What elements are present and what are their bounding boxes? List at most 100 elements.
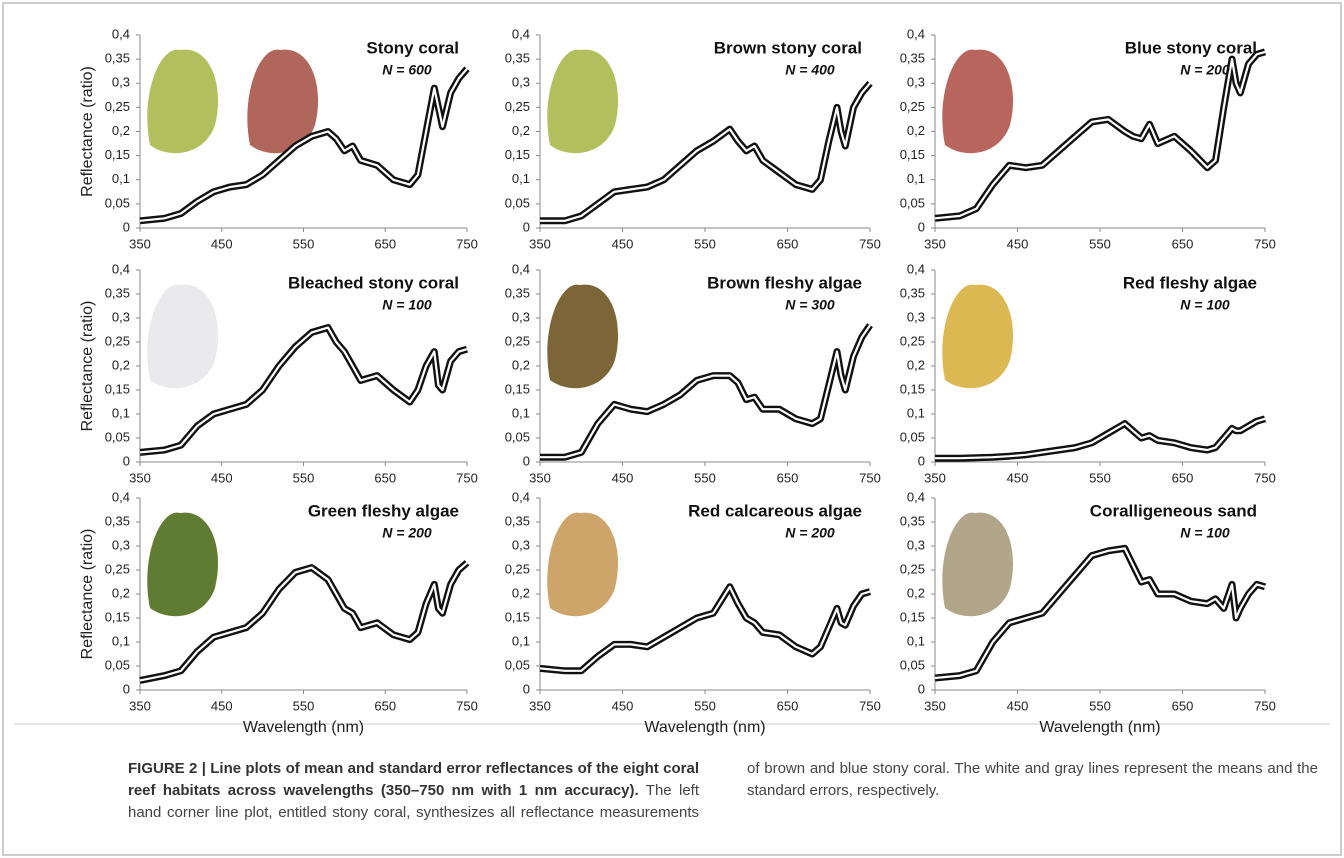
chart-subtitle: N = 100 bbox=[382, 297, 432, 313]
y-tick-label: 0,3 bbox=[512, 309, 530, 324]
y-tick-label: 0,4 bbox=[907, 26, 925, 41]
x-tick-label: 350 bbox=[924, 470, 946, 485]
y-tick-label: 0,05 bbox=[105, 429, 130, 444]
y-tick-label: 0,05 bbox=[505, 195, 530, 210]
y-tick-label: 0,4 bbox=[512, 489, 530, 504]
y-tick-label: 0,35 bbox=[900, 285, 925, 300]
specimen-image bbox=[547, 49, 619, 154]
chart-subtitle: N = 200 bbox=[1180, 62, 1230, 78]
mean-line bbox=[934, 50, 1266, 220]
x-tick-label: 450 bbox=[1007, 236, 1029, 251]
y-tick-label: 0,05 bbox=[900, 657, 925, 672]
x-tick-label: 650 bbox=[777, 236, 799, 251]
y-tick-label: 0,2 bbox=[112, 585, 130, 600]
y-tick-label: 0,05 bbox=[105, 657, 130, 672]
y-tick-label: 0,35 bbox=[105, 513, 130, 528]
y-tick-label: 0,2 bbox=[112, 357, 130, 372]
x-axis-label: Wavelength (nm) bbox=[243, 719, 364, 736]
y-tick-label: 0,15 bbox=[505, 381, 530, 396]
y-tick-label: 0,1 bbox=[907, 633, 925, 648]
y-tick-label: 0,05 bbox=[900, 429, 925, 444]
y-tick-label: 0,3 bbox=[112, 537, 130, 552]
caption-text: The left hand corner line plot, entitled… bbox=[128, 760, 1318, 821]
y-tick-label: 0,05 bbox=[900, 195, 925, 210]
y-tick-label: 0 bbox=[123, 219, 130, 234]
x-tick-label: 750 bbox=[859, 698, 881, 713]
specimen-image bbox=[547, 284, 619, 389]
specimen-image bbox=[942, 512, 1014, 617]
y-tick-label: 0,4 bbox=[907, 261, 925, 276]
y-tick-label: 0,3 bbox=[512, 537, 530, 552]
specimen-image bbox=[942, 284, 1014, 389]
y-tick-label: 0,25 bbox=[505, 333, 530, 348]
x-tick-label: 650 bbox=[777, 470, 799, 485]
y-tick-label: 0,2 bbox=[907, 357, 925, 372]
y-tick-label: 0 bbox=[523, 453, 530, 468]
x-tick-label: 450 bbox=[612, 236, 634, 251]
y-tick-label: 0,05 bbox=[505, 657, 530, 672]
y-tick-label: 0,2 bbox=[907, 123, 925, 138]
y-tick-label: 0,35 bbox=[505, 51, 530, 66]
mean-line bbox=[540, 82, 871, 222]
y-tick-label: 0,25 bbox=[900, 333, 925, 348]
x-tick-label: 750 bbox=[456, 470, 478, 485]
x-tick-label: 350 bbox=[924, 236, 946, 251]
specimen-image bbox=[147, 512, 219, 617]
y-tick-label: 0,4 bbox=[907, 489, 925, 504]
mean-line bbox=[540, 324, 871, 459]
x-tick-label: 650 bbox=[1172, 698, 1194, 713]
y-tick-label: 0,25 bbox=[105, 99, 130, 114]
caption: FIGURE 2 | Line plots of mean and standa… bbox=[128, 758, 1318, 824]
y-tick-label: 0,25 bbox=[505, 99, 530, 114]
y-tick-label: 0,1 bbox=[512, 171, 530, 186]
y-tick-label: 0,3 bbox=[907, 537, 925, 552]
y-tick-label: 0 bbox=[918, 219, 925, 234]
x-tick-label: 750 bbox=[1254, 698, 1276, 713]
x-tick-label: 650 bbox=[374, 236, 396, 251]
y-tick-label: 0,2 bbox=[112, 123, 130, 138]
x-tick-label: 350 bbox=[129, 236, 151, 251]
chart-subtitle: N = 100 bbox=[1180, 297, 1230, 313]
mean-line bbox=[935, 417, 1266, 460]
specimen-image bbox=[247, 49, 319, 154]
x-tick-label: 550 bbox=[694, 236, 716, 251]
y-tick-label: 0,4 bbox=[512, 26, 530, 41]
x-tick-label: 750 bbox=[456, 698, 478, 713]
chart-subtitle: N = 300 bbox=[785, 297, 835, 313]
x-tick-label: 550 bbox=[1089, 236, 1111, 251]
chart-title: Blue stony coral bbox=[1125, 38, 1257, 57]
y-tick-label: 0,4 bbox=[112, 261, 130, 276]
y-tick-label: 0,1 bbox=[512, 405, 530, 420]
y-tick-label: 0,25 bbox=[105, 333, 130, 348]
chart-title: Brown fleshy algae bbox=[707, 273, 862, 292]
x-tick-label: 550 bbox=[1089, 698, 1111, 713]
y-tick-label: 0,25 bbox=[505, 561, 530, 576]
x-tick-label: 750 bbox=[1254, 470, 1276, 485]
x-tick-label: 350 bbox=[529, 470, 551, 485]
y-tick-label: 0,25 bbox=[900, 561, 925, 576]
y-tick-label: 0,35 bbox=[900, 513, 925, 528]
specimen-image bbox=[147, 49, 219, 154]
y-tick-label: 0,3 bbox=[512, 75, 530, 90]
caption-bold: FIGURE 2 | Line plots of mean and standa… bbox=[128, 760, 699, 799]
chart-title: Red fleshy algae bbox=[1123, 273, 1257, 292]
y-tick-label: 0,3 bbox=[907, 75, 925, 90]
chart-title: Coralligeneous sand bbox=[1090, 501, 1257, 520]
x-tick-label: 750 bbox=[1254, 236, 1276, 251]
y-tick-label: 0,1 bbox=[112, 171, 130, 186]
chart-subtitle: N = 200 bbox=[785, 525, 835, 541]
y-tick-label: 0,05 bbox=[105, 195, 130, 210]
y-axis-label: Reflectance (ratio) bbox=[79, 301, 96, 432]
y-axis-label: Reflectance (ratio) bbox=[79, 529, 96, 660]
y-tick-label: 0,15 bbox=[505, 147, 530, 162]
y-tick-label: 0,25 bbox=[105, 561, 130, 576]
y-tick-label: 0,35 bbox=[900, 51, 925, 66]
y-tick-label: 0,4 bbox=[112, 489, 130, 504]
x-tick-label: 450 bbox=[211, 698, 233, 713]
chart-subtitle: N = 400 bbox=[785, 62, 835, 78]
mean-line bbox=[539, 585, 871, 672]
chart-title: Green fleshy algae bbox=[308, 501, 459, 520]
y-tick-label: 0,15 bbox=[105, 147, 130, 162]
y-tick-label: 0,25 bbox=[900, 99, 925, 114]
